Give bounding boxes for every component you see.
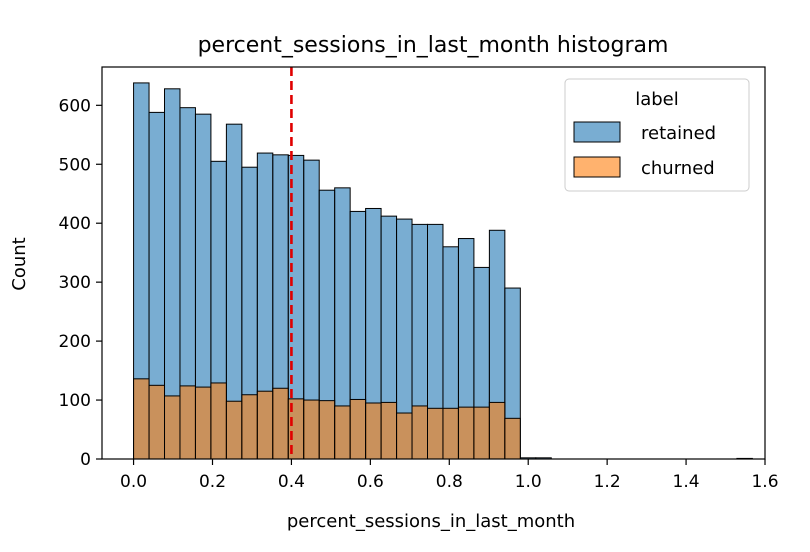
y-tick-label: 400 bbox=[59, 214, 91, 234]
bar-churned bbox=[164, 395, 181, 460]
bars-layer bbox=[133, 82, 753, 460]
bar-churned bbox=[256, 390, 274, 460]
legend-label-retained: retained bbox=[641, 123, 716, 144]
y-tick-label: 0 bbox=[80, 450, 91, 470]
x-tick-label: 0.0 bbox=[120, 472, 147, 492]
bar-churned bbox=[457, 406, 475, 460]
x-tick-label: 0.8 bbox=[436, 472, 463, 492]
y-tick-label: 200 bbox=[59, 332, 91, 352]
bar-churned bbox=[241, 394, 258, 460]
bar-churned bbox=[303, 399, 320, 460]
x-tick-label: 1.6 bbox=[751, 472, 778, 492]
bar-churned bbox=[318, 400, 336, 460]
bar-churned bbox=[473, 406, 490, 460]
bar-churned bbox=[148, 384, 166, 460]
bar-churned bbox=[272, 387, 289, 460]
x-tick-label: 0.4 bbox=[278, 472, 305, 492]
legend-label-churned: churned bbox=[641, 158, 715, 179]
bar-churned bbox=[504, 417, 521, 460]
bar-churned bbox=[411, 405, 429, 460]
y-tick-label: 300 bbox=[59, 273, 91, 293]
y-tick-label: 600 bbox=[59, 96, 91, 116]
bar-churned bbox=[194, 386, 212, 460]
x-tick-label: 1.2 bbox=[594, 472, 621, 492]
legend-title: label bbox=[635, 89, 679, 110]
bar-churned bbox=[179, 385, 196, 460]
plot-frame bbox=[101, 66, 766, 460]
chart-title: percent_sessions_in_last_month histogram bbox=[198, 33, 669, 58]
x-tick-label: 1.0 bbox=[515, 472, 542, 492]
y-axis-label: Count bbox=[9, 237, 30, 290]
bar-churned bbox=[488, 401, 506, 460]
x-tick-label: 0.6 bbox=[357, 472, 384, 492]
bar-churned bbox=[442, 407, 459, 460]
x-tick-label: 1.4 bbox=[673, 472, 700, 492]
y-axis-ticks: 0 100 200 300 400 500 600 bbox=[59, 96, 102, 470]
y-tick-label: 500 bbox=[59, 155, 91, 175]
bar-churned bbox=[334, 405, 351, 460]
bar-churned bbox=[427, 407, 444, 460]
x-axis-label: percent_sessions_in_last_month bbox=[287, 511, 575, 532]
bar-churned bbox=[396, 412, 413, 460]
bar-churned bbox=[225, 400, 243, 460]
legend: label retained churned bbox=[564, 78, 750, 192]
bar-churned bbox=[380, 401, 398, 460]
y-tick-label: 100 bbox=[59, 391, 91, 411]
bar-churned bbox=[349, 398, 367, 460]
bar-churned bbox=[210, 382, 227, 460]
x-axis-ticks: 0.0 0.2 0.4 0.6 0.8 1.0 1.2 1.4 1.6 bbox=[120, 459, 779, 492]
bar-churned bbox=[365, 402, 382, 460]
legend-swatch-retained bbox=[573, 121, 621, 143]
bar-churned bbox=[133, 378, 150, 460]
legend-swatch-churned bbox=[573, 156, 621, 178]
x-tick-label: 0.2 bbox=[199, 472, 226, 492]
